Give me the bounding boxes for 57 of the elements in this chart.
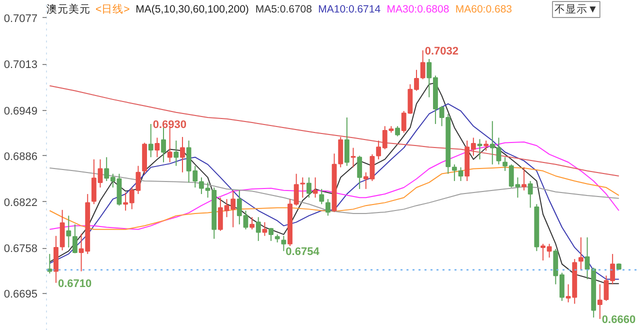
candlestick bbox=[528, 180, 533, 208]
candlestick bbox=[60, 209, 65, 251]
candlestick bbox=[148, 123, 154, 158]
candlestick bbox=[452, 164, 457, 182]
text: 0.6754 bbox=[286, 246, 320, 258]
text: 0.7032 bbox=[424, 45, 458, 58]
chart-title: 澳元美元 bbox=[46, 2, 90, 16]
candlestick bbox=[154, 137, 160, 158]
candlestick bbox=[325, 198, 330, 216]
text: 0.6710 bbox=[58, 278, 92, 290]
candlestick bbox=[597, 284, 602, 320]
candlestick bbox=[262, 222, 268, 236]
candlestick bbox=[350, 147, 356, 168]
candlestick bbox=[300, 176, 306, 198]
candlestick bbox=[47, 253, 52, 274]
line-series bbox=[49, 85, 620, 176]
text: MA60:0.683 bbox=[455, 4, 512, 16]
candlestick bbox=[268, 227, 274, 242]
y-tick-label: 0.6695 bbox=[4, 288, 38, 301]
candlestick bbox=[420, 50, 426, 80]
candlestick bbox=[72, 224, 78, 254]
annotation: MA(5,10,30,60,100,200) bbox=[136, 4, 249, 16]
text: MA30:0.6808 bbox=[386, 4, 450, 16]
text: 0.6930 bbox=[152, 118, 187, 131]
candlestick bbox=[338, 136, 344, 168]
chart-subtitle: <日线> bbox=[96, 2, 130, 16]
candlestick bbox=[281, 235, 286, 252]
candlestick bbox=[250, 216, 255, 230]
y-tick-label: 0.6822 bbox=[4, 196, 38, 209]
candlestick bbox=[484, 140, 489, 152]
line-series bbox=[49, 168, 620, 214]
line-series bbox=[49, 142, 620, 230]
candlestick bbox=[522, 166, 526, 191]
y-tick-label: 0.6758 bbox=[4, 243, 38, 256]
candlestick bbox=[458, 166, 464, 182]
candlestick bbox=[578, 236, 584, 272]
annotation: 不显示▼ bbox=[554, 4, 598, 16]
y-tick-label: 0.6949 bbox=[4, 105, 38, 118]
candlestick bbox=[319, 188, 324, 205]
candlestick bbox=[357, 155, 362, 190]
y-tick-label: 0.6886 bbox=[4, 150, 38, 163]
candlestick bbox=[161, 127, 166, 163]
text: MA5:0.6708 bbox=[255, 4, 312, 16]
text: 0.6660 bbox=[602, 314, 636, 326]
text: MA10:0.6714 bbox=[318, 4, 381, 16]
candlestick bbox=[256, 216, 261, 242]
y-tick-label: 0.7077 bbox=[4, 12, 38, 25]
candlestick bbox=[306, 176, 312, 198]
candlestick bbox=[312, 176, 318, 198]
candlestick bbox=[54, 235, 58, 284]
candlestick bbox=[477, 138, 482, 160]
candlestick bbox=[66, 215, 72, 248]
y-tick-label: 0.7013 bbox=[4, 59, 38, 72]
candlestick bbox=[180, 136, 185, 173]
candlestick bbox=[174, 140, 179, 166]
candlestick bbox=[344, 116, 350, 166]
candlestick bbox=[395, 126, 400, 137]
